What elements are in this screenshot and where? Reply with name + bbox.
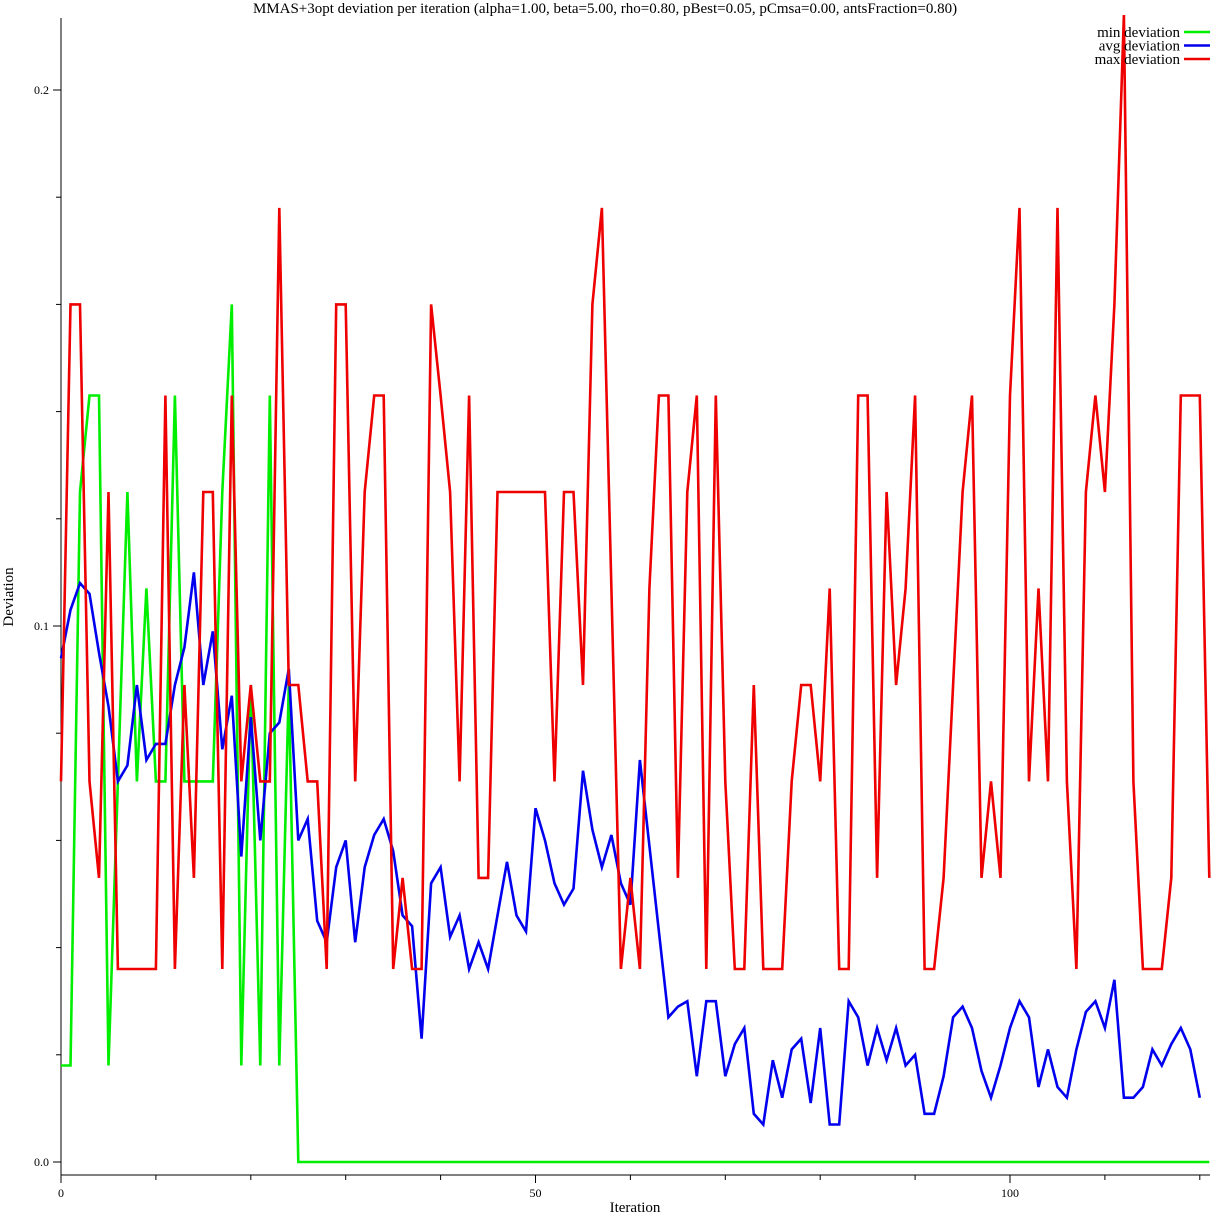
chart-title: MMAS+3opt deviation per iteration (alpha… — [253, 1, 957, 17]
y-tick-label: 0.0 — [34, 1155, 49, 1169]
x-tick-label: 50 — [530, 1186, 542, 1200]
series-line-max-deviation — [59, 14, 1211, 971]
series-layer — [59, 14, 1211, 1164]
legend-label-max-deviation: max deviation — [1095, 52, 1181, 68]
x-axis-label: Iteration — [610, 1200, 661, 1216]
x-tick-label: 100 — [1001, 1186, 1019, 1200]
legend-label-min-deviation: min deviation — [1097, 25, 1180, 41]
y-tick-label: 0.2 — [34, 83, 49, 97]
y-tick-label: 0.1 — [34, 619, 49, 633]
axes: 0 50 100 0.0 0.1 0.2 — [34, 18, 1210, 1200]
series-line-avg-deviation — [59, 572, 1202, 1128]
x-tick-label: 0 — [58, 1186, 64, 1200]
legend-label-avg-deviation: avg deviation — [1099, 39, 1181, 55]
y-axis-label: Deviation — [1, 567, 17, 627]
